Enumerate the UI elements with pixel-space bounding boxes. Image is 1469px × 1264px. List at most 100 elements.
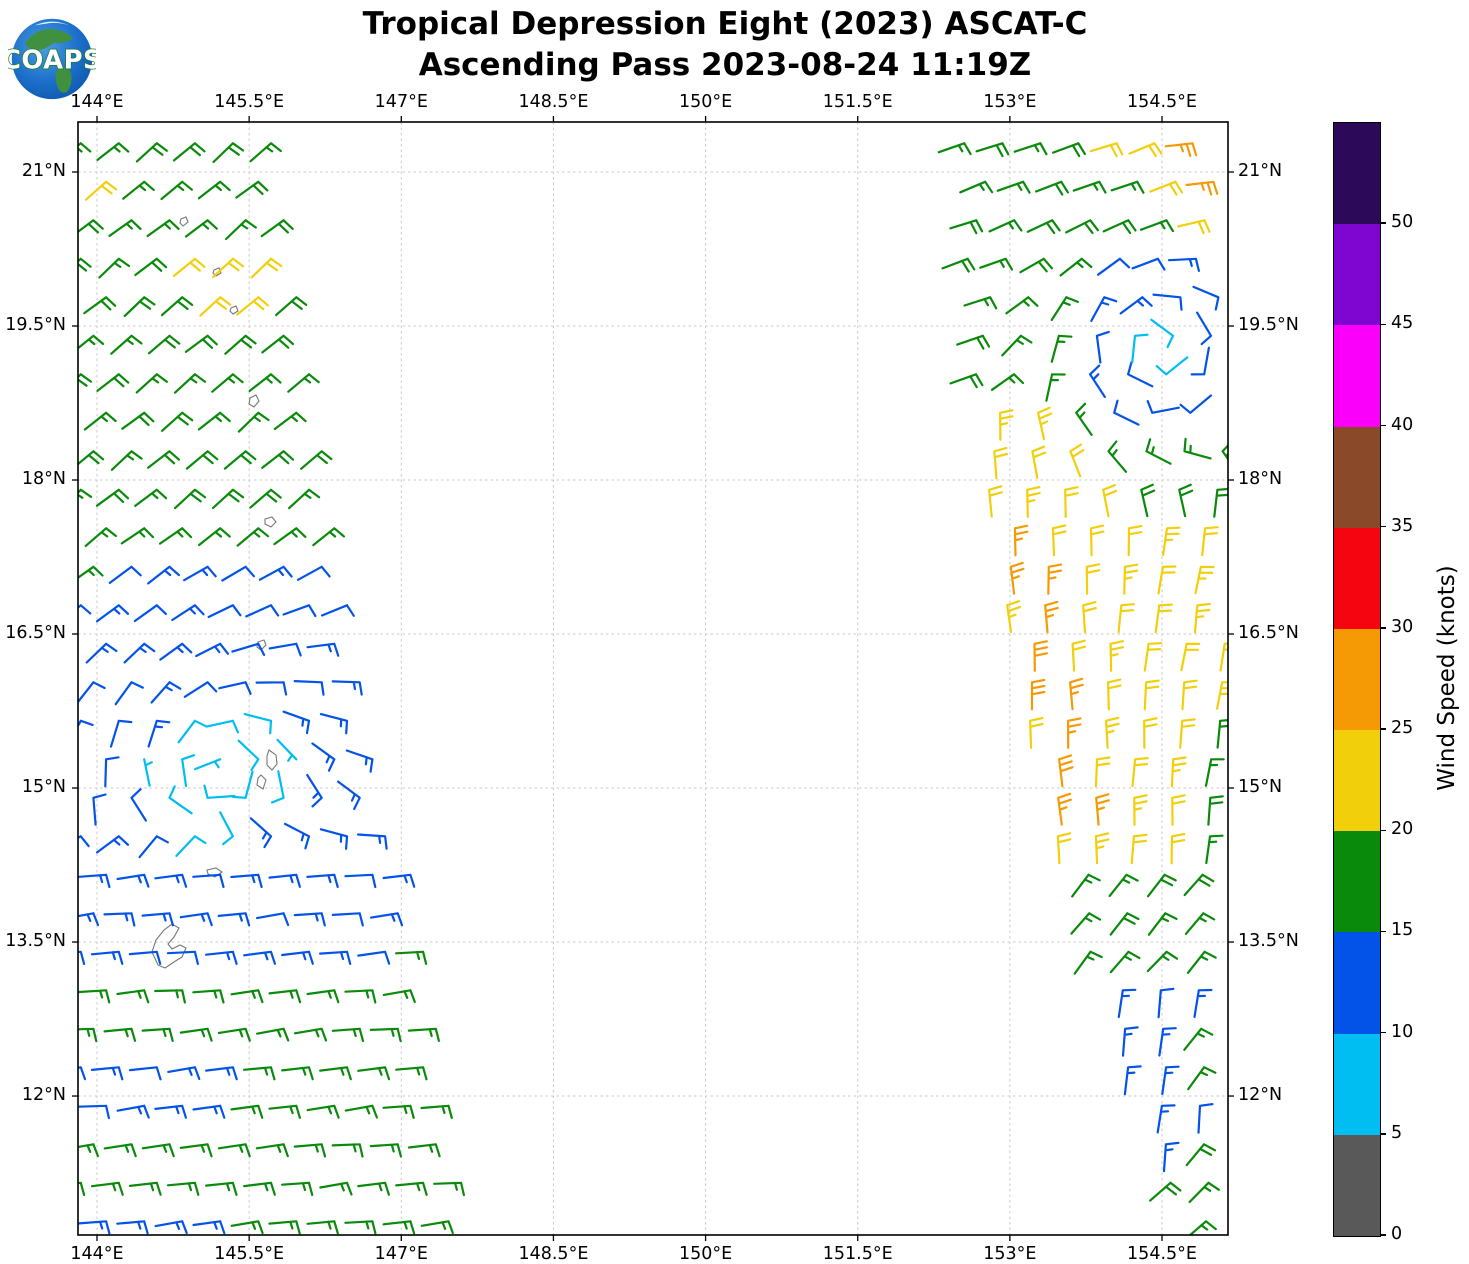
wind-barb [172,142,206,162]
wind-barb [197,411,231,431]
wind-barb [1193,602,1211,634]
wind-barb [959,180,994,194]
lon-label-bottom: 153°E [983,1244,1037,1264]
wind-barb [1164,142,1198,157]
wind-barb [268,989,302,1004]
wind-barb [183,681,218,698]
wind-barb [243,1066,276,1081]
wind-barb [96,604,130,623]
globe-polar-cap [34,21,70,26]
wind-barb [212,142,245,164]
wind-barb [211,257,245,279]
island-coastline [248,394,260,408]
wind-barb [116,1104,150,1119]
island-coastline [256,639,267,651]
wind-barb [1146,400,1180,414]
wind-barb [288,488,321,510]
wind-barb [1131,333,1149,364]
colorbar-tick [1380,1234,1386,1236]
wind-barb [154,1220,188,1235]
wind-barb [1097,257,1131,276]
wind-barb [1050,334,1073,363]
wind-barb [949,373,984,389]
wind-barb [1162,1141,1180,1173]
wind-barb [276,738,298,762]
wind-barb [103,1143,137,1158]
wind-barb [1204,758,1225,787]
colorbar-tick-label: 30 [1391,616,1414,637]
wind-barb [135,373,168,394]
wind-barb [230,989,264,1004]
globe-land-south [55,67,72,93]
wind-barb [1143,679,1160,711]
wind-barb [1147,873,1177,898]
lat-label-left: 19.5°N [5,315,66,335]
wind-barb [84,527,117,547]
wind-barb [1193,988,1213,1018]
wind-barb [1180,642,1201,672]
wind-barb [147,450,180,469]
wind-barb [78,912,100,927]
wind-barb [1069,677,1084,711]
wind-barb [172,257,206,277]
wind-barb [979,257,1014,271]
wind-barb [273,411,307,431]
wind-barb [237,411,270,433]
wind-barb [256,912,290,927]
wind-barb [345,749,374,773]
wind-barb [270,770,285,804]
wind-barb [78,1104,110,1120]
wind-barb [147,334,181,355]
wind-barb [123,296,156,318]
colorbar-tick-label: 35 [1391,515,1414,536]
globe-land-north [25,29,74,51]
wind-barb [369,1027,402,1043]
wind-barb [166,950,199,965]
wind-barb [319,1066,352,1081]
colorbar-tick [1380,424,1386,427]
wind-barb [78,219,104,234]
wind-barb [369,1143,402,1158]
wind-barb [1059,257,1093,277]
wind-barb [311,742,336,772]
colorbar-segment [1334,1134,1380,1236]
wind-barb [199,296,232,317]
wind-barb [104,756,120,788]
wind-barb [1117,603,1135,634]
colorbar-tick [1380,526,1386,528]
plot-title: Tropical Depression Eight (2023) ASCAT-C… [90,4,1360,86]
wind-barb [1071,639,1087,672]
colorbar-tick [1380,728,1386,730]
wind-barb [1102,484,1118,518]
wind-barb [395,950,428,965]
island-coastline [151,923,187,969]
wind-barb [175,835,207,857]
wind-barb [219,811,234,846]
wind-barb [205,1066,238,1081]
wind-barb [78,681,106,704]
wind-barb [282,604,317,618]
wind-barb [230,1104,264,1119]
wind-barb [230,1220,264,1235]
colorbar-segment [1334,628,1380,731]
wind-barb [1216,719,1228,749]
wind-barb [1219,642,1228,672]
wind-barb [395,1066,428,1081]
wind-barb [130,788,147,822]
wind-barb [1072,180,1107,194]
colorbar-tick-label: 40 [1391,414,1414,435]
wind-barb [98,257,131,279]
colorbar-segment [1334,730,1380,832]
wind-barb [78,604,92,615]
wind-barb [159,642,193,661]
wind-barb [205,1181,238,1196]
wind-barb [344,1104,378,1119]
wind-barb [95,488,130,507]
wind-barb [306,989,340,1004]
wind-barb [116,873,150,888]
wind-barb [211,488,245,510]
wind-barb [1113,399,1140,426]
wind-barb [128,1066,162,1081]
colorbar-segment [1334,224,1380,326]
